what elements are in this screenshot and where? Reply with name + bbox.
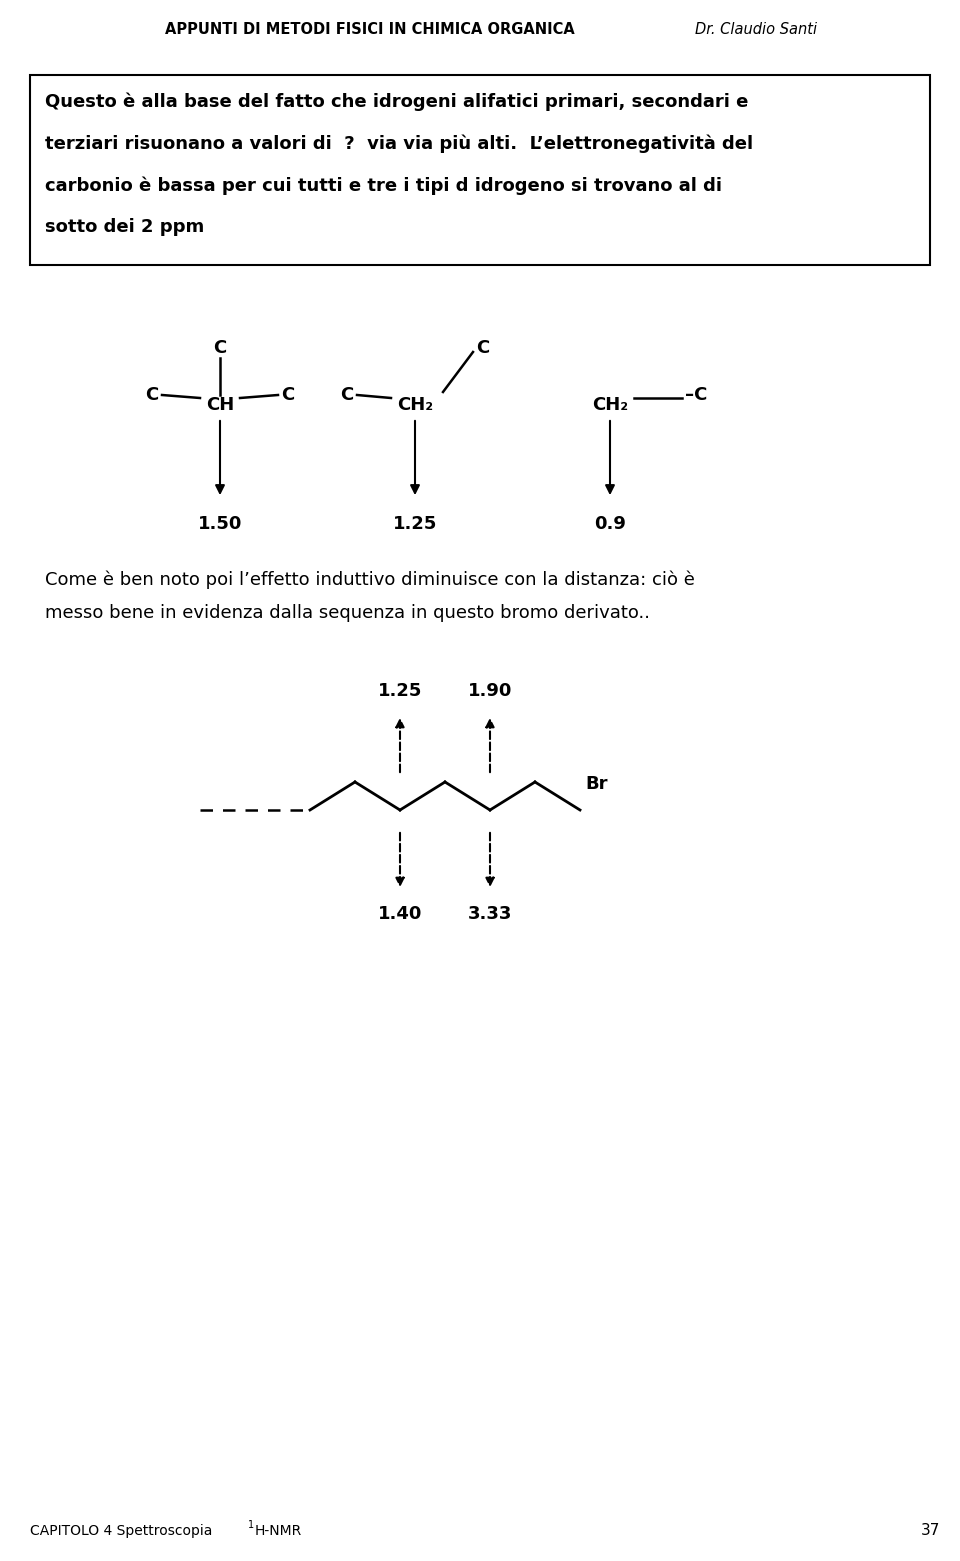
FancyBboxPatch shape (30, 75, 930, 265)
Text: 1.25: 1.25 (393, 515, 437, 532)
Text: 1: 1 (248, 1520, 254, 1530)
Text: 1.90: 1.90 (468, 682, 513, 699)
Text: Questo è alla base del fatto che idrogeni alifatici primari, secondari e: Questo è alla base del fatto che idrogen… (45, 92, 749, 111)
Text: terziari risuonano a valori di  ?  via via più alti.  L’elettronegatività del: terziari risuonano a valori di ? via via… (45, 134, 754, 153)
Text: 1.25: 1.25 (378, 682, 422, 699)
Text: C: C (341, 386, 353, 404)
Text: C: C (213, 339, 227, 357)
Text: messo bene in evidenza dalla sequenza in questo bromo derivato..: messo bene in evidenza dalla sequenza in… (45, 604, 650, 621)
Text: CAPITOLO 4 Spettroscopia: CAPITOLO 4 Spettroscopia (30, 1524, 217, 1538)
Text: 3.33: 3.33 (468, 905, 513, 923)
Text: Dr. Claudio Santi: Dr. Claudio Santi (695, 22, 817, 37)
Text: Come è ben noto poi l’effetto induttivo diminuisce con la distanza: ciò è: Come è ben noto poi l’effetto induttivo … (45, 570, 695, 588)
Text: 1.50: 1.50 (198, 515, 242, 532)
Text: Br: Br (585, 774, 608, 793)
Text: sotto dei 2 ppm: sotto dei 2 ppm (45, 219, 204, 236)
Text: 37: 37 (921, 1524, 940, 1538)
Text: 0.9: 0.9 (594, 515, 626, 532)
Text: C: C (281, 386, 295, 404)
Text: CH₂: CH₂ (592, 396, 628, 414)
Text: CH₂: CH₂ (396, 396, 433, 414)
Text: CH: CH (205, 396, 234, 414)
Text: APPUNTI DI METODI FISICI IN CHIMICA ORGANICA: APPUNTI DI METODI FISICI IN CHIMICA ORGA… (165, 22, 575, 37)
Text: carbonio è bassa per cui tutti e tre i tipi d idrogeno si trovano al di: carbonio è bassa per cui tutti e tre i t… (45, 176, 722, 195)
Text: –C: –C (685, 386, 708, 404)
Text: C: C (145, 386, 158, 404)
Text: H-NMR: H-NMR (255, 1524, 302, 1538)
Text: C: C (476, 339, 490, 357)
Text: 1.40: 1.40 (378, 905, 422, 923)
